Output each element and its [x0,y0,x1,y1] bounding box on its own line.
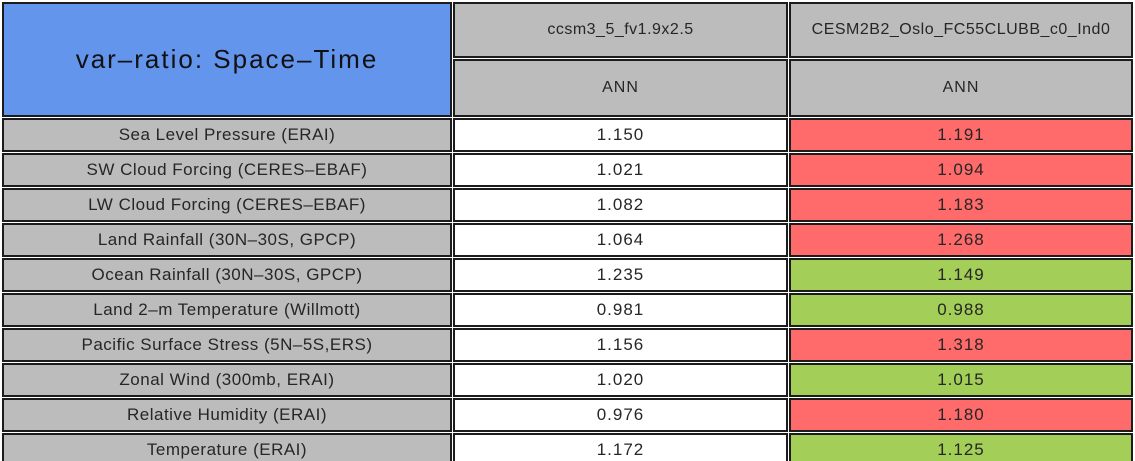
table-title: var–ratio: Space–Time [2,2,452,117]
value-cell-cesm2b2: 1.094 [789,153,1133,187]
table-row: Relative Humidity (ERAI) 0.976 1.180 [2,398,1133,432]
row-label: Ocean Rainfall (30N–30S, GPCP) [2,258,452,292]
row-label: Land Rainfall (30N–30S, GPCP) [2,223,452,257]
row-label: Zonal Wind (300mb, ERAI) [2,363,452,397]
row-label: Sea Level Pressure (ERAI) [2,118,452,152]
value-cell-cesm2b2: 1.183 [789,188,1133,222]
table-body: Sea Level Pressure (ERAI) 1.150 1.191 SW Cl… [2,118,1133,461]
row-label: Land 2–m Temperature (Willmott) [2,293,452,327]
row-label: SW Cloud Forcing (CERES–EBAF) [2,153,452,187]
table-row: SW Cloud Forcing (CERES–EBAF) 1.021 1.094 [2,153,1133,187]
value-cell-ccsm3: 1.082 [453,188,788,222]
value-cell-cesm2b2: 1.318 [789,328,1133,362]
value-cell-cesm2b2: 1.268 [789,223,1133,257]
value-cell-cesm2b2: 1.015 [789,363,1133,397]
value-cell-cesm2b2: 0.988 [789,293,1133,327]
season-header-ccsm3: ANN [453,59,788,117]
row-label: Temperature (ERAI) [2,433,452,461]
header-row-models: var–ratio: Space–Time ccsm3_5_fv1.9x2.5 … [2,2,1133,117]
season-header-cesm2b2: ANN [789,59,1133,117]
value-cell-ccsm3: 1.156 [453,328,788,362]
value-cell-ccsm3: 0.976 [453,398,788,432]
table-row: LW Cloud Forcing (CERES–EBAF) 1.082 1.183 [2,188,1133,222]
row-label: Pacific Surface Stress (5N–5S,ERS) [2,328,452,362]
table-row: Pacific Surface Stress (5N–5S,ERS) 1.156 1… [2,328,1133,362]
value-cell-ccsm3: 1.150 [453,118,788,152]
table-row: Ocean Rainfall (30N–30S, GPCP) 1.235 1.149 [2,258,1133,292]
value-cell-ccsm3: 1.020 [453,363,788,397]
table-row: Sea Level Pressure (ERAI) 1.150 1.191 [2,118,1133,152]
table-row: Land Rainfall (30N–30S, GPCP) 1.064 1.268 [2,223,1133,257]
model-header-cesm2b2: CESM2B2_Oslo_FC55CLUBB_c0_Ind0 [789,2,1133,58]
value-cell-cesm2b2: 1.149 [789,258,1133,292]
table-row: Temperature (ERAI) 1.172 1.125 [2,433,1133,461]
model-header-ccsm3: ccsm3_5_fv1.9x2.5 [453,2,788,58]
row-label: LW Cloud Forcing (CERES–EBAF) [2,188,452,222]
value-cell-ccsm3: 0.981 [453,293,788,327]
value-cell-cesm2b2: 1.125 [789,433,1133,461]
value-cell-cesm2b2: 1.191 [789,118,1133,152]
value-cell-cesm2b2: 1.180 [789,398,1133,432]
header-row-seasons: ANN ANN [2,59,1133,117]
row-label: Relative Humidity (ERAI) [2,398,452,432]
value-cell-ccsm3: 1.172 [453,433,788,461]
table-row: Zonal Wind (300mb, ERAI) 1.020 1.015 [2,363,1133,397]
value-cell-ccsm3: 1.235 [453,258,788,292]
value-cell-ccsm3: 1.064 [453,223,788,257]
table-row: Land 2–m Temperature (Willmott) 0.981 0.98… [2,293,1133,327]
value-cell-ccsm3: 1.021 [453,153,788,187]
